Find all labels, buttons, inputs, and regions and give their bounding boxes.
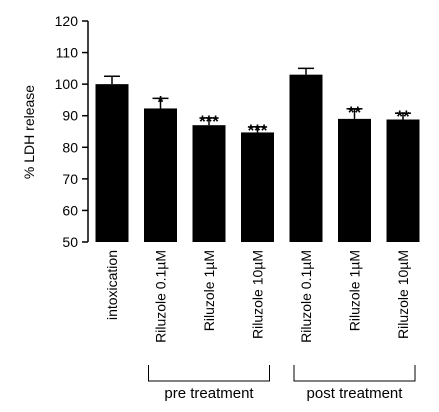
y-tick-label: 90 bbox=[62, 108, 78, 124]
y-tick-label: 50 bbox=[62, 234, 78, 250]
bars: **** ***** ** bbox=[95, 67, 420, 243]
y-tick-label: 110 bbox=[56, 45, 79, 61]
category-label: intoxication bbox=[104, 250, 120, 320]
category-label: Riluzole 0.1µM bbox=[153, 250, 169, 343]
y-tick-label: 120 bbox=[55, 13, 79, 29]
category-label: Riluzole 1µM bbox=[201, 250, 217, 331]
category-label: Riluzole 1µM bbox=[347, 250, 363, 331]
category-label: Riluzole 10µM bbox=[395, 250, 411, 339]
group-bracket bbox=[148, 365, 270, 382]
y-tick-label: 70 bbox=[62, 171, 78, 187]
bar bbox=[192, 125, 226, 242]
bar bbox=[144, 108, 177, 243]
group-brackets: pre treatment post treatment bbox=[148, 365, 416, 402]
significance-marker: *** bbox=[199, 112, 219, 131]
y-tick-label: 80 bbox=[62, 139, 78, 155]
group-label: pre treatment bbox=[164, 385, 254, 402]
y-axis-label: % LDH release bbox=[21, 85, 37, 179]
category-label: Riluzole 10µM bbox=[250, 250, 266, 339]
significance-marker: * bbox=[157, 92, 164, 111]
category-labels: intoxication Riluzole 0.1µM Riluzole 1µM Ri… bbox=[104, 250, 411, 343]
group-label: post treatment bbox=[307, 385, 404, 402]
axes: 50 60 70 80 90 100 110 120 bbox=[55, 13, 89, 250]
group-bracket bbox=[293, 365, 416, 382]
y-tick-label: 60 bbox=[62, 202, 78, 218]
bar bbox=[289, 74, 323, 243]
significance-marker: ** bbox=[396, 107, 410, 126]
significance-marker: *** bbox=[248, 121, 268, 140]
bar bbox=[386, 119, 420, 242]
bar bbox=[338, 118, 371, 242]
bar bbox=[241, 132, 274, 242]
bar bbox=[95, 84, 129, 243]
category-label: Riluzole 0.1µM bbox=[298, 250, 314, 343]
significance-marker: ** bbox=[348, 103, 362, 122]
y-tick-label: 100 bbox=[55, 76, 79, 92]
